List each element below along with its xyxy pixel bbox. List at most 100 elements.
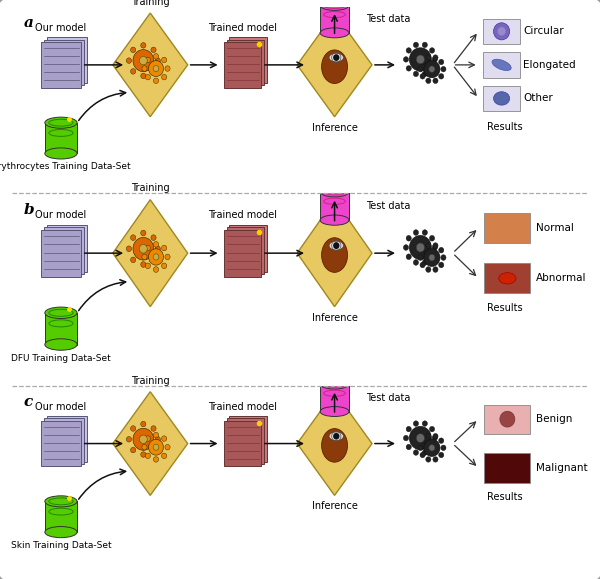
Circle shape (416, 243, 425, 252)
Ellipse shape (45, 148, 77, 159)
Circle shape (154, 241, 158, 247)
Ellipse shape (492, 59, 511, 71)
Text: Training: Training (131, 184, 170, 193)
Circle shape (133, 428, 154, 450)
Text: c: c (23, 395, 33, 409)
Circle shape (155, 246, 160, 252)
Circle shape (145, 263, 151, 269)
Text: Training: Training (131, 0, 170, 7)
Circle shape (151, 257, 156, 263)
Circle shape (165, 254, 170, 260)
Circle shape (433, 78, 438, 83)
Circle shape (145, 436, 151, 441)
Ellipse shape (322, 428, 347, 462)
Ellipse shape (329, 432, 343, 441)
Circle shape (145, 245, 151, 251)
Circle shape (131, 448, 136, 453)
Circle shape (413, 230, 419, 236)
Circle shape (142, 254, 147, 260)
Circle shape (131, 235, 136, 240)
Ellipse shape (320, 28, 349, 38)
Circle shape (420, 438, 425, 444)
Text: Test data: Test data (366, 393, 410, 403)
Circle shape (422, 450, 427, 455)
Circle shape (139, 244, 147, 253)
Ellipse shape (499, 273, 516, 284)
Circle shape (151, 426, 156, 431)
Circle shape (141, 43, 146, 48)
Circle shape (131, 257, 136, 263)
Circle shape (426, 457, 431, 462)
Text: Skin Training Data-Set: Skin Training Data-Set (11, 541, 111, 550)
Ellipse shape (329, 53, 343, 62)
Text: Results: Results (487, 303, 522, 313)
Circle shape (155, 58, 160, 63)
Circle shape (426, 434, 431, 439)
FancyBboxPatch shape (484, 213, 530, 243)
Circle shape (149, 61, 163, 76)
Polygon shape (41, 42, 81, 88)
Circle shape (422, 71, 427, 76)
Polygon shape (113, 392, 188, 496)
Circle shape (429, 66, 435, 72)
Circle shape (403, 57, 409, 62)
Text: Abnormal: Abnormal (536, 273, 587, 283)
Polygon shape (45, 313, 77, 345)
Circle shape (430, 444, 434, 450)
Ellipse shape (494, 91, 509, 105)
Circle shape (131, 69, 136, 74)
Circle shape (426, 243, 431, 248)
Circle shape (154, 457, 158, 462)
Circle shape (413, 450, 419, 455)
Text: Test data: Test data (366, 201, 410, 211)
Circle shape (420, 452, 425, 458)
Circle shape (432, 245, 437, 250)
Circle shape (333, 242, 340, 249)
Text: Trained model: Trained model (208, 210, 277, 221)
Circle shape (403, 435, 409, 441)
Ellipse shape (45, 526, 77, 538)
Circle shape (418, 67, 423, 72)
Circle shape (139, 56, 147, 65)
Circle shape (497, 27, 506, 36)
Text: Our model: Our model (35, 210, 86, 221)
Ellipse shape (320, 379, 349, 389)
Polygon shape (229, 416, 267, 461)
Ellipse shape (320, 1, 349, 10)
Polygon shape (44, 418, 84, 464)
Circle shape (433, 434, 438, 439)
Circle shape (439, 247, 444, 253)
Circle shape (161, 436, 167, 441)
Circle shape (430, 47, 434, 53)
Circle shape (406, 426, 412, 432)
Circle shape (406, 254, 412, 259)
Circle shape (433, 243, 438, 248)
Circle shape (430, 236, 434, 241)
Circle shape (333, 54, 340, 61)
Text: Elongated: Elongated (523, 60, 576, 70)
Ellipse shape (329, 241, 343, 250)
Circle shape (161, 263, 167, 269)
Circle shape (406, 236, 412, 241)
Text: Results: Results (487, 122, 522, 131)
Polygon shape (227, 418, 264, 464)
Polygon shape (41, 229, 81, 277)
Polygon shape (297, 200, 372, 307)
Polygon shape (44, 39, 84, 85)
Text: Circular: Circular (523, 26, 564, 36)
Circle shape (420, 59, 425, 65)
Circle shape (406, 47, 412, 53)
Circle shape (422, 259, 427, 265)
Ellipse shape (45, 117, 77, 129)
Circle shape (409, 48, 431, 71)
Circle shape (131, 47, 136, 53)
Polygon shape (47, 225, 87, 272)
Circle shape (145, 75, 151, 80)
Circle shape (430, 254, 434, 259)
Circle shape (141, 422, 146, 427)
FancyBboxPatch shape (483, 52, 520, 78)
Text: Our model: Our model (35, 23, 86, 33)
FancyBboxPatch shape (483, 86, 520, 111)
Polygon shape (45, 501, 77, 532)
Circle shape (149, 439, 163, 455)
